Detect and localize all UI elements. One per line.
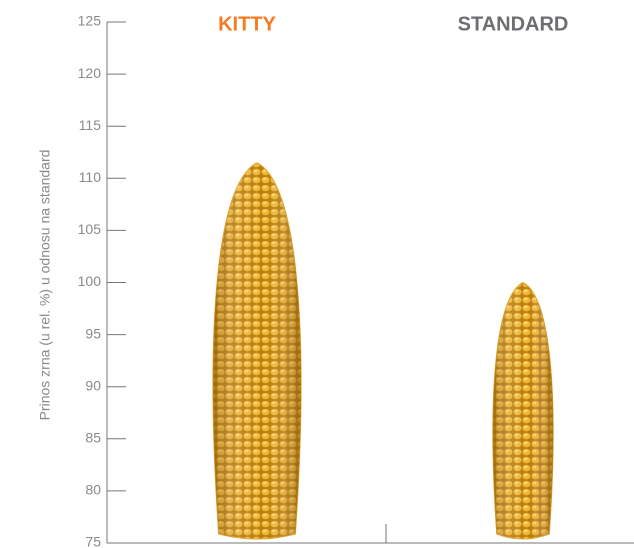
y-tick-label: 90 bbox=[85, 377, 101, 393]
bar bbox=[213, 163, 301, 539]
y-tick-label: 85 bbox=[85, 430, 101, 446]
y-tick-label: 110 bbox=[79, 169, 102, 185]
chart: Prinos zrna (u rel. %) u odnosu na stand… bbox=[0, 0, 634, 548]
category-label: KITTY bbox=[218, 13, 276, 35]
y-tick-label: 105 bbox=[78, 221, 102, 237]
bar bbox=[493, 283, 553, 540]
y-tick-label: 75 bbox=[85, 534, 101, 548]
y-tick-label: 100 bbox=[78, 273, 102, 289]
category-label: STANDARD bbox=[458, 13, 569, 35]
y-tick-label: 80 bbox=[85, 482, 101, 498]
y-tick-label: 120 bbox=[78, 65, 102, 81]
y-tick-label: 95 bbox=[85, 325, 101, 341]
y-tick-label: 125 bbox=[78, 13, 102, 29]
y-tick-label: 115 bbox=[79, 117, 102, 133]
y-axis-label: Prinos zrna (u rel. %) u odnosu na stand… bbox=[37, 150, 53, 421]
